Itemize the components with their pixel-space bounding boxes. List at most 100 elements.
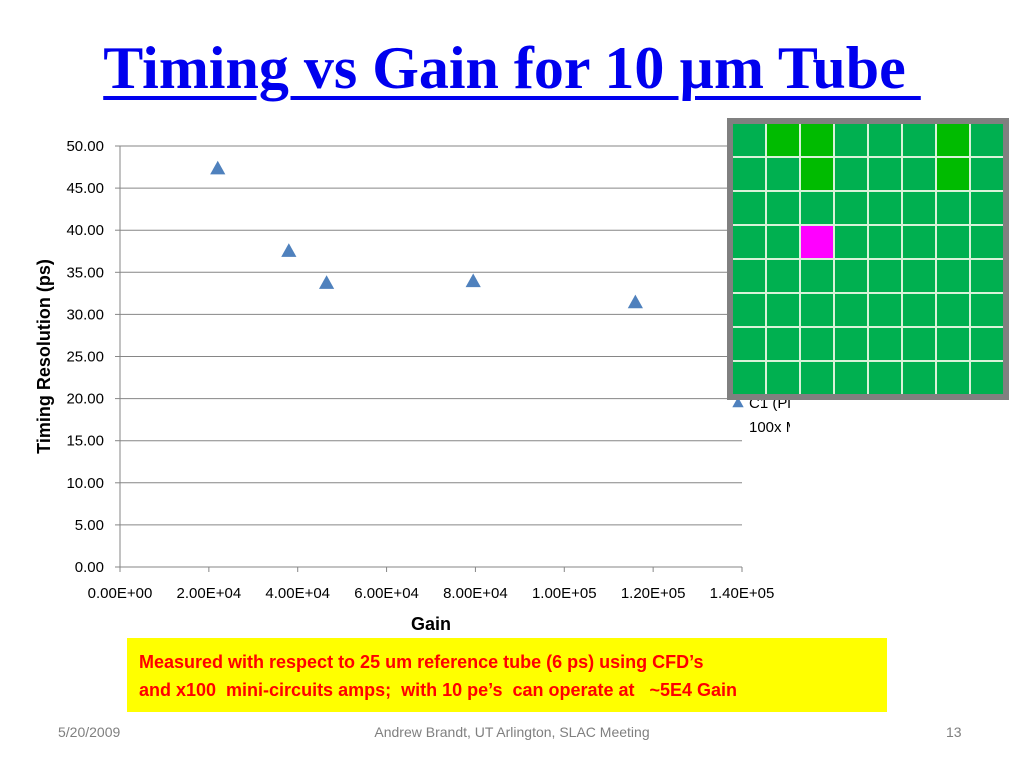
footer-page-number: 13 [946,724,962,740]
x-tick-label: 1.00E+05 [532,585,597,602]
y-tick-label: 40.00 [66,222,104,239]
pixel-cell [801,226,833,258]
pixel-cell [733,260,765,292]
x-tick-label: 8.00E+04 [443,585,508,602]
measurement-note: Measured with respect to 25 um reference… [127,638,887,712]
y-tick-labels: 0.00 5.00 10.00 15.00 20.00 25.00 30.00 35.00 40… [66,138,104,576]
pixel-cell [869,226,901,258]
footer-presenter: Andrew Brandt, UT Arlington, SLAC Meetin… [374,724,650,740]
pixel-cell [869,158,901,190]
pixel-cell [937,192,969,224]
pixel-cell [801,192,833,224]
pixel-cell [835,328,867,360]
x-tick-label: 2.00E+04 [177,585,242,602]
x-axis-title: Gain [411,614,451,634]
pixel-cell [767,362,799,394]
pixel-cell [903,260,935,292]
pixel-cell [835,192,867,224]
pixel-cell [733,124,765,156]
pixel-cell [971,192,1003,224]
pixel-cell [937,260,969,292]
pixel-cell [835,226,867,258]
y-tick-label: 25.00 [66,349,104,366]
pixel-cell [937,328,969,360]
y-tick-label: 15.00 [66,433,104,450]
note-line-1: Measured with respect to 25 um reference… [139,652,704,672]
footer-date: 5/20/2009 [58,724,121,740]
pixel-cell [801,124,833,156]
pixel-cell [835,362,867,394]
pixel-cell [937,362,969,394]
pixel-cell [869,192,901,224]
pixel-cell [767,192,799,224]
pixel-cell [801,294,833,326]
x-tick-label: 6.00E+04 [354,585,419,602]
pixel-cell [767,158,799,190]
pixel-cell [835,124,867,156]
data-point-marker [465,273,481,288]
pixel-cell [937,294,969,326]
pixel-cell [903,192,935,224]
y-tick-label: 45.00 [66,180,104,197]
pixel-cell [903,294,935,326]
data-point-marker [318,275,335,289]
pixel-cell [767,328,799,360]
y-tick-label: 50.00 [66,138,104,155]
pixel-cell [801,260,833,292]
pixel-cell [937,124,969,156]
y-tick-label: 35.00 [66,264,104,281]
pixel-cell [801,362,833,394]
x-tick-label: 0.00E+00 [88,585,153,602]
pixel-cell [971,328,1003,360]
pixel-cell [767,294,799,326]
x-tick-label: 1.20E+05 [621,585,686,602]
pixel-cell [835,294,867,326]
y-tick-label: 5.00 [75,517,104,534]
data-point-marker [627,294,643,309]
pixel-cell [733,192,765,224]
pixel-cell [971,260,1003,292]
pixel-cell [971,158,1003,190]
y-tick-label: 10.00 [66,475,104,492]
pixel-cell [801,158,833,190]
legend-marker [732,397,744,408]
pixel-cell [733,362,765,394]
timing-vs-gain-chart: 0.00 5.00 10.00 15.00 20.00 25.00 30.00 35.00 40… [34,138,790,634]
pixel-cell [971,362,1003,394]
y-tick-label: 0.00 [75,559,104,576]
pixel-cell [869,328,901,360]
pixel-cell [869,294,901,326]
y-tick-label: 30.00 [66,306,104,323]
y-axis-title: Timing Resolution (ps) [34,259,54,454]
grid-lines [120,145,742,568]
pixel-map-frame [727,118,1009,400]
y-tick-label: 20.00 [66,391,104,408]
slide-title: Timing vs Gain for 10 µm Tube [103,35,921,101]
pixel-cell [733,294,765,326]
pixel-cell [903,226,935,258]
pixel-cell [937,158,969,190]
pixel-grid [733,124,1003,394]
pixel-cell [767,260,799,292]
data-point-marker [281,243,297,257]
note-line-2: and x100 mini-circuits amps; with 10 pe’… [139,680,738,700]
x-tick-label: 1.40E+05 [710,585,775,602]
pixel-cell [903,362,935,394]
pixel-cell [937,226,969,258]
pixel-cell [971,124,1003,156]
pixel-cell [903,158,935,190]
legend-label-line-2: 100x MC amp [749,419,790,436]
axes [115,145,743,572]
pixel-cell [733,158,765,190]
x-tick-label: 4.00E+04 [265,585,330,602]
pixel-cell [869,362,901,394]
pixel-cell [971,294,1003,326]
pixel-cell [903,124,935,156]
pixel-cell [869,260,901,292]
pixel-cell [835,158,867,190]
legend: C1 (Pixel D2),100x MC amp [732,395,790,436]
pixel-cell [903,328,935,360]
pixel-cell [767,226,799,258]
pixel-cell [733,328,765,360]
data-points [210,160,643,309]
